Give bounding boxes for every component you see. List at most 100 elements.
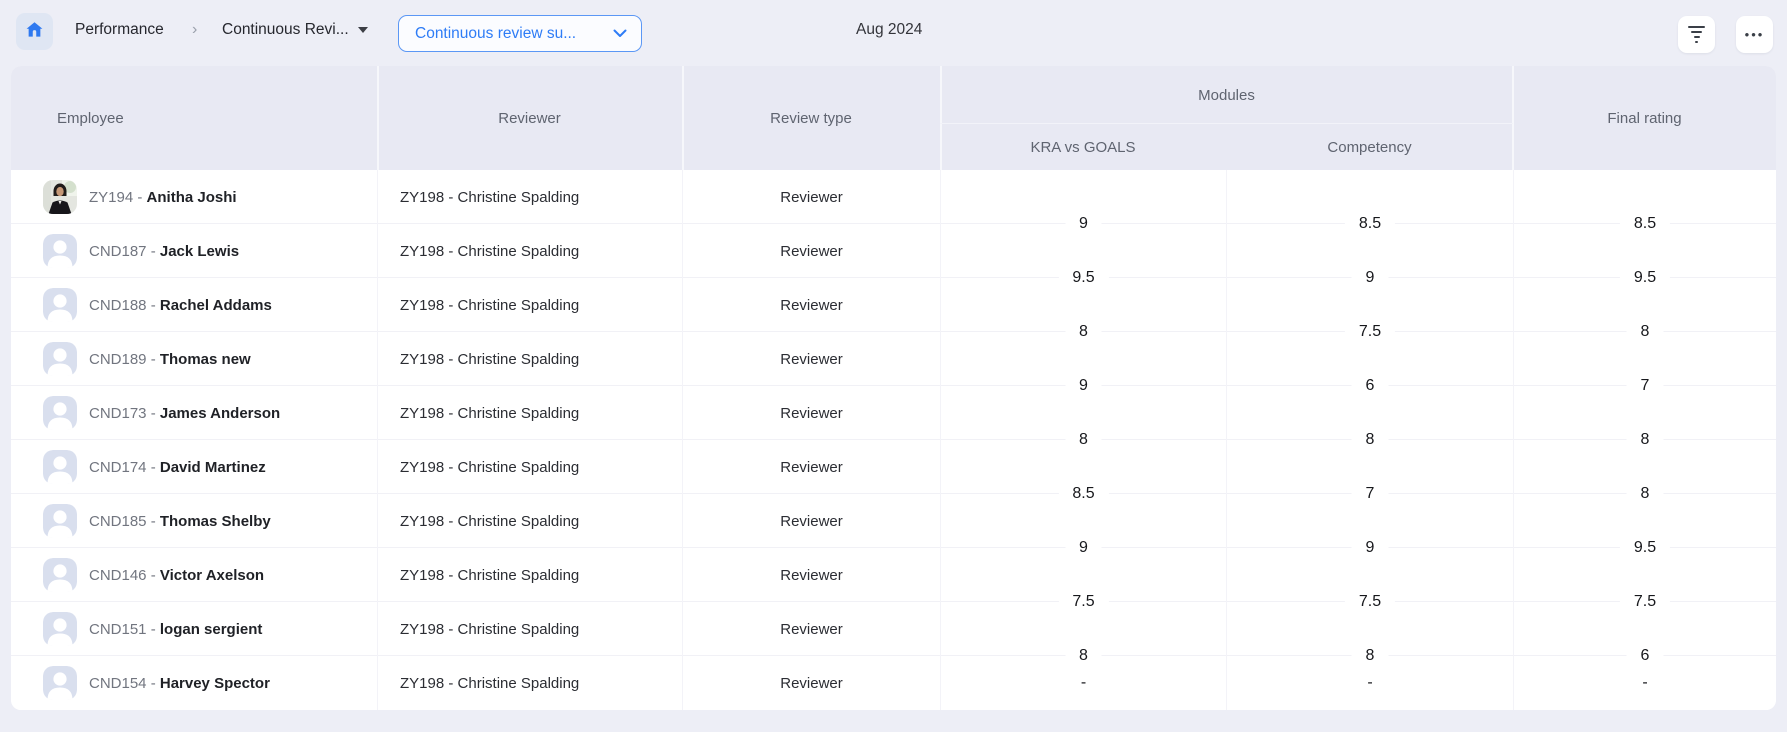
table-row[interactable]: ZY194 - Anitha Joshi ZY198 - Christine S…	[11, 170, 1776, 234]
table-row[interactable]: CND174 - David Martinez ZY198 - Christin…	[11, 440, 1776, 504]
employee-cell: CND154 - Harvey Spector	[11, 656, 377, 710]
review-type-cell: Reviewer	[682, 170, 940, 224]
competency-rating-cell: 8	[1226, 602, 1513, 666]
table-row[interactable]: CND146 - Victor Axelson ZY198 - Christin…	[11, 548, 1776, 612]
column-header-reviewer: Reviewer	[498, 109, 561, 127]
kra-rating-cell: -	[940, 656, 1226, 710]
reviewer-cell: ZY198 - Christine Spalding	[377, 440, 682, 494]
table-row[interactable]: CND151 - logan sergient ZY198 - Christin…	[11, 602, 1776, 666]
competency-rating-value: 7.5	[1344, 322, 1396, 342]
final-rating-cell: 8	[1513, 278, 1776, 342]
kra-rating-value: 9	[1065, 376, 1102, 396]
kra-rating-value: 8	[1065, 322, 1102, 342]
employee-name: CND187 - Jack Lewis	[89, 242, 240, 260]
reviewer-cell: ZY198 - Christine Spalding	[377, 332, 682, 386]
breadcrumb-separator: ›	[192, 21, 198, 38]
competency-rating-cell: 7.5	[1226, 548, 1513, 612]
kra-rating-value: 8	[1065, 646, 1102, 666]
view-selector-dropdown[interactable]: Continuous review su...	[398, 15, 642, 52]
competency-rating-cell: 9	[1226, 494, 1513, 558]
final-rating-value: 8	[1626, 484, 1664, 504]
final-rating-value: 8	[1626, 322, 1664, 342]
employee-avatar	[43, 558, 77, 592]
header-divider	[377, 66, 379, 170]
employee-name: CND173 - James Anderson	[89, 404, 281, 422]
competency-rating-value: 8	[1351, 430, 1389, 450]
final-rating-value: 9.5	[1619, 538, 1671, 558]
employee-avatar	[43, 612, 77, 646]
column-group-header-modules: Modules	[1198, 86, 1255, 104]
final-rating-cell: 9.5	[1513, 494, 1776, 558]
reviewer-cell: ZY198 - Christine Spalding	[377, 494, 682, 548]
table-row[interactable]: CND185 - Thomas Shelby ZY198 - Christine…	[11, 494, 1776, 558]
kra-rating-cell: 9	[940, 494, 1226, 558]
column-header-final-rating: Final rating	[1607, 109, 1682, 127]
review-type-cell: Reviewer	[682, 494, 940, 548]
kra-rating-cell: 8	[940, 278, 1226, 342]
competency-rating-cell: 8.5	[1226, 170, 1513, 234]
employee-avatar	[43, 234, 77, 268]
reviewer-cell: ZY198 - Christine Spalding	[377, 170, 682, 224]
column-header-competency: Competency	[1327, 138, 1412, 156]
employee-cell: ZY194 - Anitha Joshi	[11, 170, 377, 224]
more-options-button[interactable]: •••	[1736, 16, 1773, 53]
table-row[interactable]: CND189 - Thomas new ZY198 - Christine Sp…	[11, 332, 1776, 396]
final-rating-cell: 8	[1513, 386, 1776, 450]
employee-cell: CND188 - Rachel Addams	[11, 278, 377, 332]
table-row[interactable]: CND154 - Harvey Spector ZY198 - Christin…	[11, 656, 1776, 710]
competency-rating-value: 7.5	[1344, 592, 1396, 612]
filter-button[interactable]	[1678, 16, 1715, 53]
competency-rating-value: 8.5	[1344, 214, 1396, 234]
kra-rating-value: -	[1066, 673, 1101, 693]
more-icon: •••	[1744, 26, 1765, 42]
employee-cell: CND174 - David Martinez	[11, 440, 377, 494]
review-type-cell: Reviewer	[682, 440, 940, 494]
employee-avatar	[43, 342, 77, 376]
employee-name: CND174 - David Martinez	[89, 458, 266, 476]
review-type-cell: Reviewer	[682, 656, 940, 710]
breadcrumb-label: Continuous Revi...	[222, 21, 349, 38]
employee-avatar	[43, 666, 77, 700]
kra-rating-cell: 9	[940, 332, 1226, 396]
kra-rating-value: 9.5	[1058, 268, 1109, 288]
filter-icon	[1688, 26, 1705, 43]
table-row[interactable]: CND187 - Jack Lewis ZY198 - Christine Sp…	[11, 224, 1776, 288]
final-rating-cell: 6	[1513, 602, 1776, 666]
column-header-review-type: Review type	[770, 109, 852, 127]
review-type-cell: Reviewer	[682, 386, 940, 440]
employee-avatar	[43, 396, 77, 430]
home-icon	[25, 20, 44, 43]
competency-rating-cell: 6	[1226, 332, 1513, 396]
reviewer-cell: ZY198 - Christine Spalding	[377, 224, 682, 278]
reviewer-cell: ZY198 - Christine Spalding	[377, 548, 682, 602]
table-body: ZY194 - Anitha Joshi ZY198 - Christine S…	[11, 170, 1776, 710]
breadcrumb-performance[interactable]: Performance	[75, 21, 164, 38]
caret-down-icon	[357, 27, 368, 33]
kra-rating-cell: 8.5	[940, 440, 1226, 504]
competency-rating-value: 7	[1351, 484, 1389, 504]
competency-rating-cell: 7.5	[1226, 278, 1513, 342]
competency-rating-value: 6	[1351, 376, 1389, 396]
competency-rating-cell: 9	[1226, 224, 1513, 288]
final-rating-value: 7	[1626, 376, 1664, 396]
header-divider	[1512, 66, 1514, 170]
home-button[interactable]	[16, 13, 53, 50]
table-row[interactable]: CND173 - James Anderson ZY198 - Christin…	[11, 386, 1776, 450]
final-rating-value: 9.5	[1619, 268, 1671, 288]
final-rating-cell: 9.5	[1513, 224, 1776, 288]
employee-name: CND146 - Victor Axelson	[89, 566, 265, 584]
competency-rating-cell: -	[1226, 656, 1513, 710]
kra-rating-value: 9	[1065, 538, 1102, 558]
employee-cell: CND189 - Thomas new	[11, 332, 377, 386]
final-rating-value: 6	[1626, 646, 1664, 666]
review-type-cell: Reviewer	[682, 278, 940, 332]
breadcrumb-continuous-review[interactable]: Continuous Revi...	[222, 0, 368, 60]
reviewer-cell: ZY198 - Christine Spalding	[377, 602, 682, 656]
kra-rating-value: 8.5	[1058, 484, 1109, 504]
final-rating-value: 8	[1626, 430, 1664, 450]
employee-avatar	[43, 288, 77, 322]
employee-cell: CND173 - James Anderson	[11, 386, 377, 440]
table-row[interactable]: CND188 - Rachel Addams ZY198 - Christine…	[11, 278, 1776, 342]
reviewer-cell: ZY198 - Christine Spalding	[377, 386, 682, 440]
